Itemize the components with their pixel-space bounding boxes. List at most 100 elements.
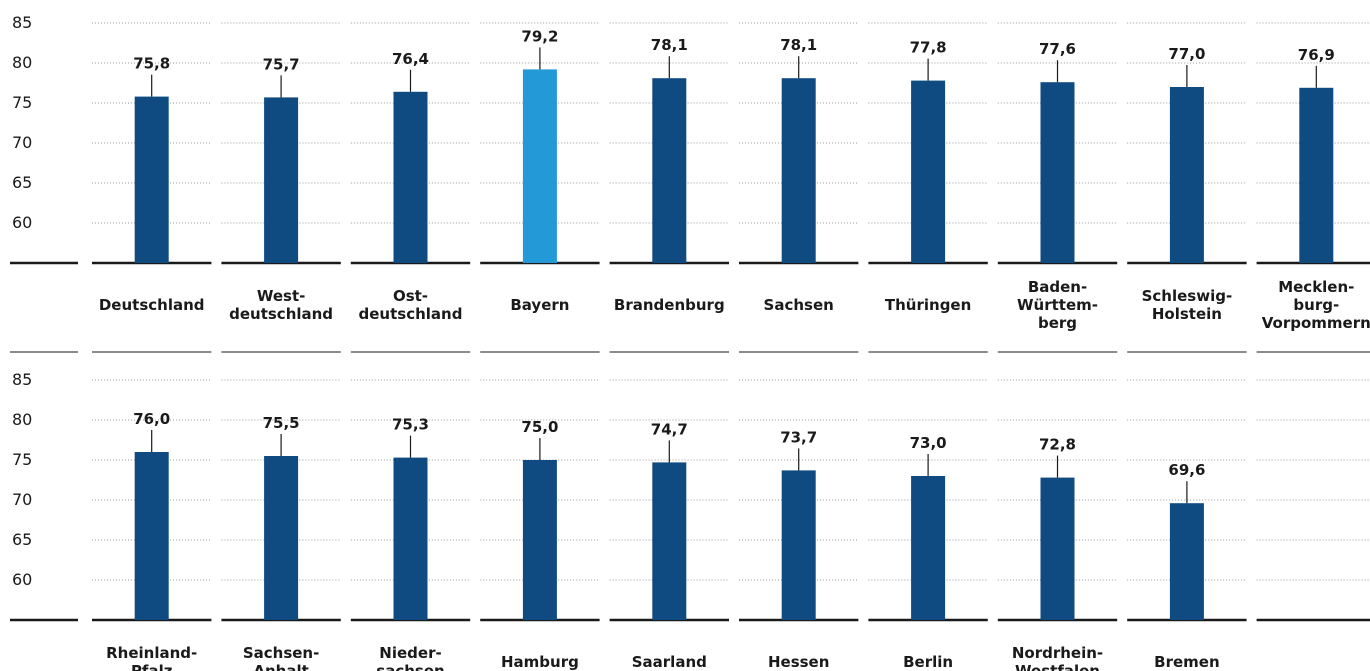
- x-category-label-line: deutschland: [229, 305, 333, 323]
- x-category-label: Thüringen: [885, 296, 971, 314]
- y-tick-label: 75: [12, 450, 32, 469]
- x-category-label-line: Baden-: [1028, 278, 1087, 296]
- x-category-label-line: deutschland: [359, 305, 463, 323]
- bar-value-label: 75,3: [392, 416, 429, 434]
- bar: [1040, 477, 1075, 620]
- bar-value-label: 73,7: [780, 428, 817, 446]
- y-tick-label: 85: [12, 13, 32, 32]
- x-category-label: Hessen: [768, 653, 829, 671]
- bar-value-label: 73,0: [910, 434, 947, 452]
- chart-panel-top: 60 65 70 75 80 85 75,8 Deutschland 75,7 West-deut…: [10, 13, 1370, 353]
- bar-value-label: 75,8: [133, 55, 170, 73]
- x-category-label-line: Württem-: [1017, 296, 1098, 314]
- bar-value-label: 69,6: [1168, 461, 1205, 479]
- bar-value-label: 76,0: [133, 410, 170, 428]
- x-category-label-line: Bayern: [510, 296, 569, 314]
- x-category-label: Baden-Württem-berg: [1017, 278, 1098, 332]
- x-category-label: Ost-deutschland: [359, 287, 463, 323]
- x-category-label-line: Westfalen: [1015, 662, 1100, 671]
- x-category-label: Saarland: [632, 653, 707, 671]
- y-tick-label: 65: [12, 173, 32, 192]
- bar: [522, 460, 557, 620]
- x-category-label: Deutschland: [99, 296, 205, 314]
- bar: [134, 452, 169, 620]
- bar-value-label: 76,9: [1298, 46, 1335, 64]
- x-category-label-line: Deutschland: [99, 296, 205, 314]
- x-category-label: Bremen: [1154, 653, 1220, 671]
- bar: [393, 91, 428, 263]
- x-category-label: Nordrhein-Westfalen: [1012, 644, 1103, 671]
- bar: [911, 80, 946, 263]
- x-category-label-line: West-: [257, 287, 306, 305]
- bar-value-label: 78,1: [651, 36, 688, 54]
- x-category-label-line: Berlin: [903, 653, 953, 671]
- x-category-label-line: Mecklen-: [1278, 278, 1354, 296]
- x-category-label-line: Nordrhein-: [1012, 644, 1103, 662]
- bar-value-label: 75,5: [263, 414, 300, 432]
- x-category-label-line: Rheinland-: [106, 644, 197, 662]
- x-category-label: Hamburg: [501, 653, 579, 671]
- x-category-label: Schleswig-Holstein: [1142, 287, 1233, 323]
- x-category-label-line: Brandenburg: [614, 296, 725, 314]
- x-category-label: Sachsen-Anhalt: [243, 644, 320, 671]
- bar-value-label: 78,1: [780, 36, 817, 54]
- y-tick-label: 85: [12, 370, 32, 389]
- x-category-label-line: Sachsen: [764, 296, 834, 314]
- x-category-label: Sachsen: [764, 296, 834, 314]
- x-category-label-line: Hamburg: [501, 653, 579, 671]
- x-category-label: West-deutschland: [229, 287, 333, 323]
- y-tick-label: 65: [12, 530, 32, 549]
- y-tick-label: 70: [12, 490, 32, 509]
- y-tick-label: 80: [12, 410, 32, 429]
- bar-value-label: 75,7: [263, 55, 300, 73]
- bar-value-label: 76,4: [392, 50, 429, 68]
- x-category-label-line: Bremen: [1154, 653, 1220, 671]
- x-category-label-line: Saarland: [632, 653, 707, 671]
- x-category-label-line: burg-: [1293, 296, 1339, 314]
- bar: [134, 96, 169, 263]
- x-category-label-line: berg: [1038, 314, 1077, 332]
- bar-value-label: 77,0: [1168, 45, 1205, 63]
- x-category-label-line: Sachsen-: [243, 644, 320, 662]
- x-category-label-line: Holstein: [1152, 305, 1222, 323]
- bar: [652, 462, 687, 620]
- x-category-label-line: Thüringen: [885, 296, 971, 314]
- x-category-label-line: Hessen: [768, 653, 829, 671]
- x-category-label-line: Vorpommern: [1262, 314, 1370, 332]
- bar: [1169, 503, 1204, 620]
- x-category-label: Rheinland-Pfalz: [106, 644, 197, 671]
- bar: [1169, 87, 1204, 263]
- chart-panel-bottom: 60 65 70 75 80 85 76,0 Rheinland-Pfalz 75,5 Sachs…: [10, 370, 1370, 671]
- y-tick-label: 60: [12, 213, 32, 232]
- bar: [264, 97, 299, 264]
- bar: [781, 78, 816, 263]
- bar: [1299, 87, 1334, 263]
- x-category-label-line: Ost-: [393, 287, 428, 305]
- x-category-label: Berlin: [903, 653, 953, 671]
- bar-value-label: 75,0: [521, 418, 558, 436]
- x-category-label-line: Pfalz: [131, 662, 173, 671]
- x-category-label: Brandenburg: [614, 296, 725, 314]
- y-tick-label: 60: [12, 570, 32, 589]
- x-category-label: Mecklen-burg-Vorpommern: [1262, 278, 1370, 332]
- bar: [1040, 82, 1075, 263]
- x-category-label: Bayern: [510, 296, 569, 314]
- bar-value-label: 74,7: [651, 420, 688, 438]
- x-category-label: Nieder-sachsen: [376, 644, 444, 671]
- y-tick-label: 70: [12, 133, 32, 152]
- bar: [781, 470, 816, 620]
- bar-value-label: 79,2: [521, 27, 558, 45]
- bar-value-label: 77,6: [1039, 40, 1076, 58]
- bar-value-label: 77,8: [910, 39, 947, 57]
- bar: [522, 69, 557, 264]
- y-tick-label: 75: [12, 93, 32, 112]
- bar-value-label: 72,8: [1039, 436, 1076, 454]
- y-tick-label: 80: [12, 53, 32, 72]
- x-category-label-line: Schleswig-: [1142, 287, 1233, 305]
- x-category-label-line: Anhalt: [253, 662, 308, 671]
- bar: [393, 457, 428, 620]
- bar: [264, 456, 299, 620]
- x-category-label-line: Nieder-: [379, 644, 441, 662]
- x-category-label-line: sachsen: [376, 662, 444, 671]
